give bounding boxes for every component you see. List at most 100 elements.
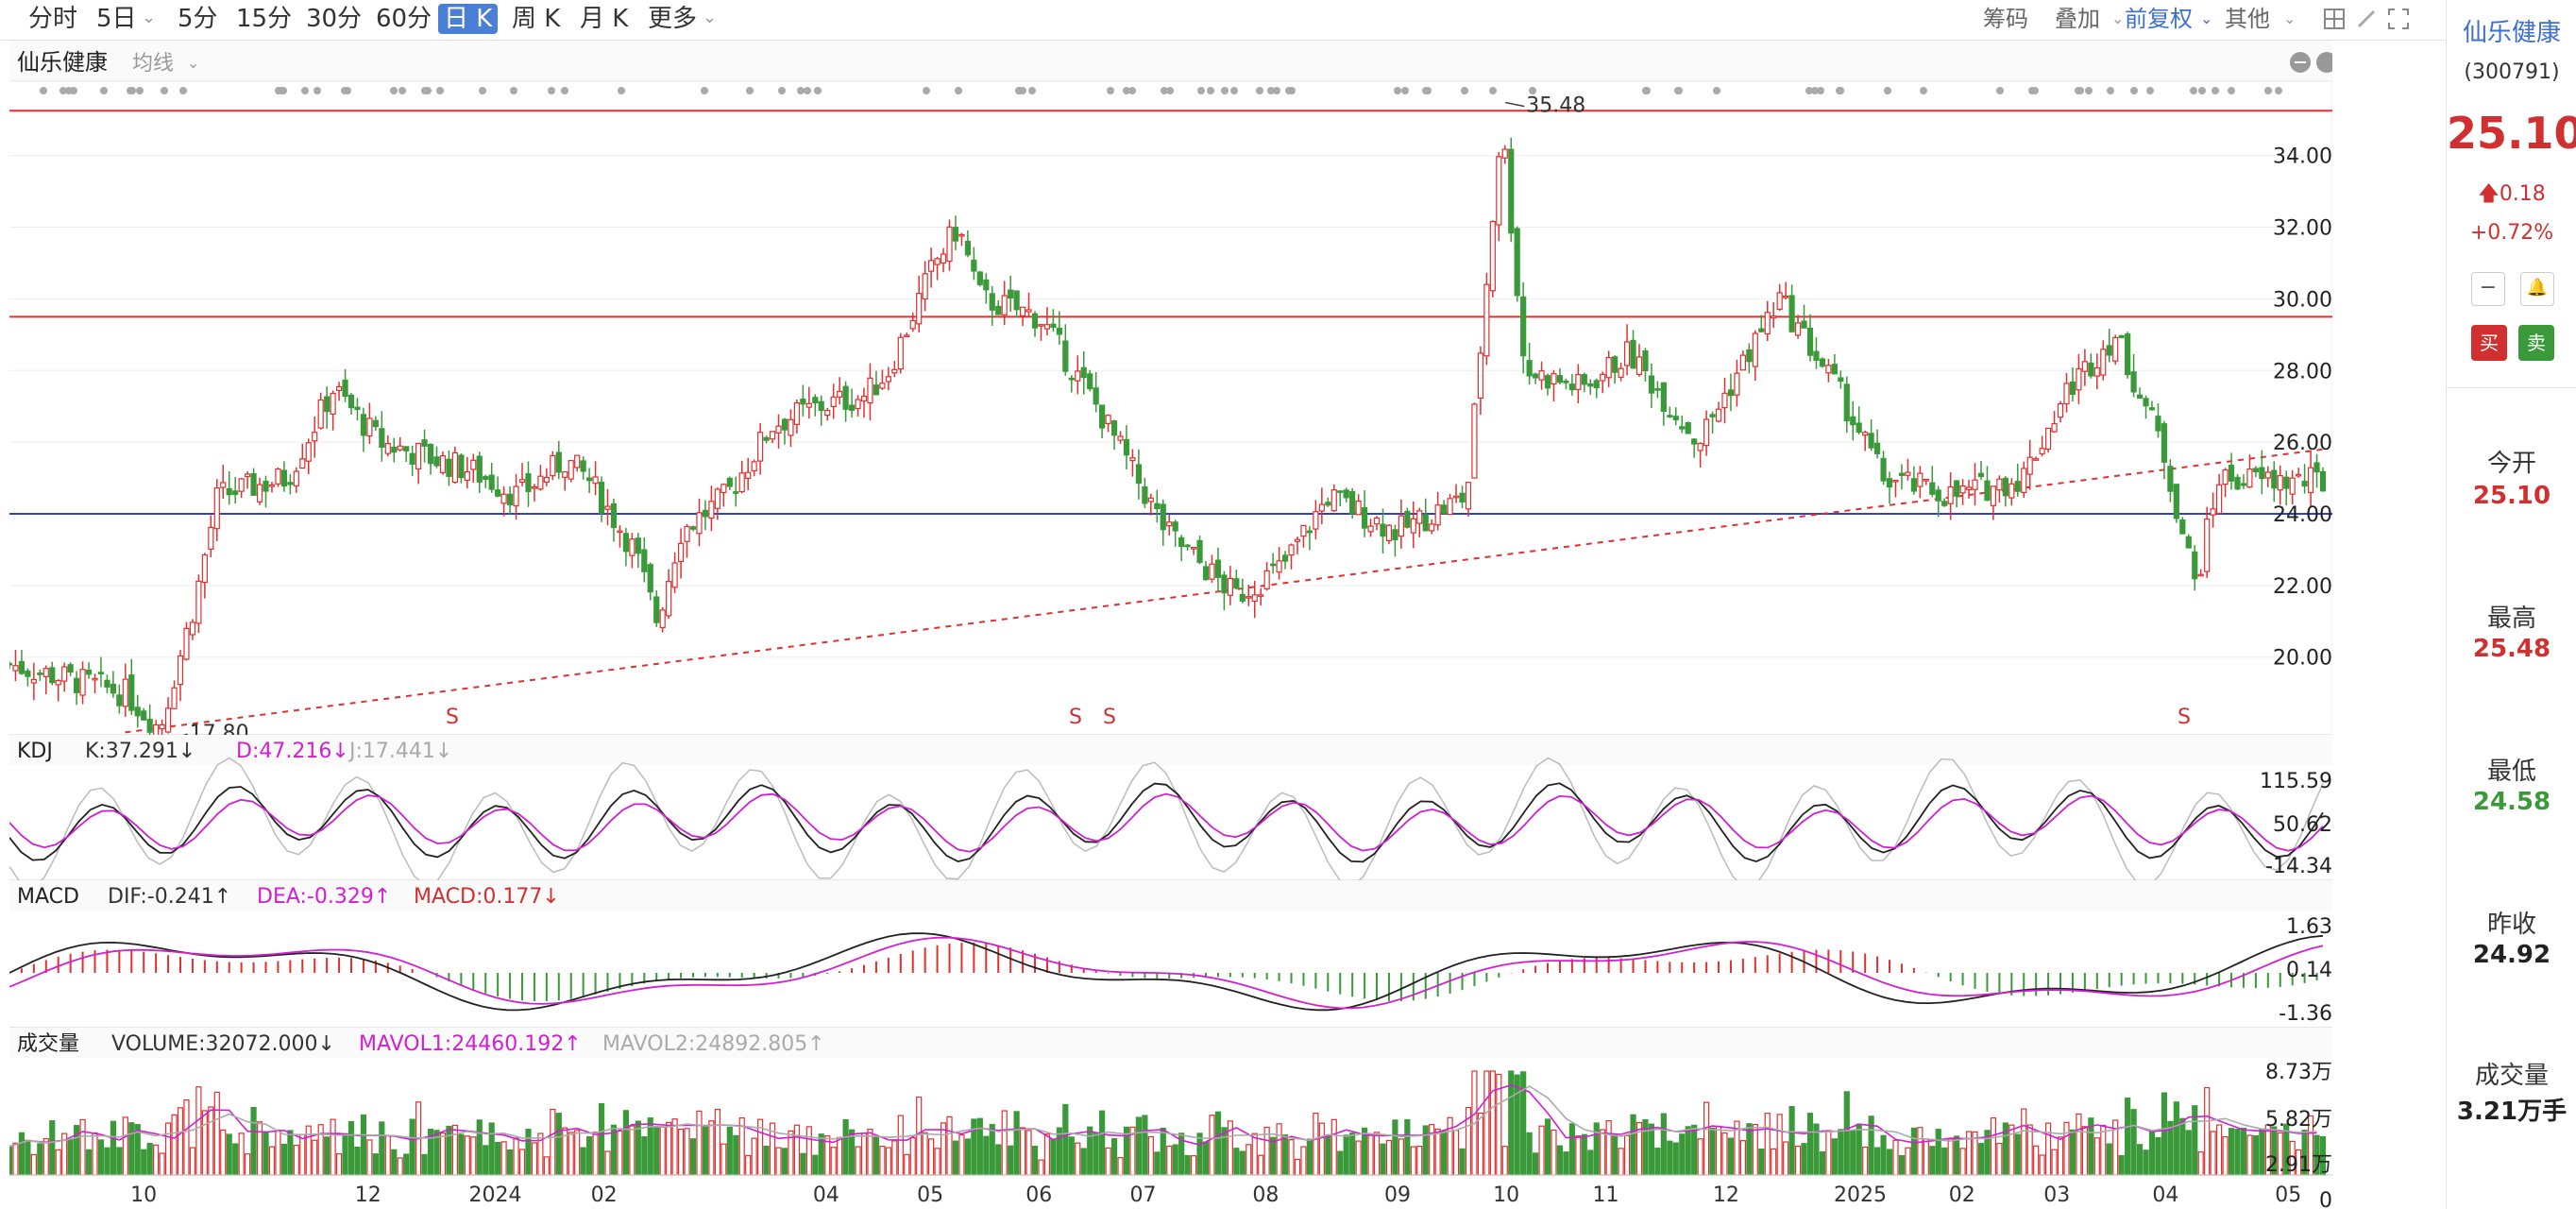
candle-body: [1276, 560, 1282, 573]
kdj-tick: 50.62: [2273, 813, 2332, 837]
candle-body: [256, 484, 263, 502]
volume-bar: [2008, 1124, 2015, 1176]
sell-button[interactable]: 卖: [2518, 325, 2554, 361]
candle-body: [659, 609, 666, 629]
volume-bar: [1416, 1146, 1423, 1176]
grid-layout-icon[interactable]: [2323, 8, 2346, 30]
candle-body: [171, 687, 178, 709]
volume-bar: [1056, 1127, 1062, 1176]
volume-bar: [2130, 1109, 2137, 1176]
candle-body: [293, 470, 299, 486]
chevron-down-icon[interactable]: ⌄: [2111, 9, 2125, 27]
buy-button[interactable]: 买: [2471, 325, 2507, 361]
candle-body: [2118, 334, 2125, 339]
candle-body: [1898, 472, 1906, 476]
candle-body: [995, 305, 1002, 315]
ma-selector[interactable]: 均线: [132, 52, 174, 76]
candle-body: [1771, 315, 1777, 319]
volume-bar: [1410, 1146, 1416, 1176]
volume-bar: [1556, 1145, 1564, 1176]
kline-chart[interactable]: 仙乐健康 均线 ⌄ 34.00 32.00 30.00 28.00 26.00 24.00…: [9, 42, 2332, 1209]
candle-body: [25, 670, 31, 677]
more-menu[interactable]: 更多: [648, 5, 698, 33]
candle-body: [79, 669, 86, 696]
adjust-menu[interactable]: 前复权: [2125, 6, 2193, 32]
chevron-down-icon[interactable]: ⌄: [703, 8, 718, 27]
candle-body: [1783, 295, 1789, 298]
candle-body: [116, 694, 123, 707]
draw-pen-icon[interactable]: [2355, 8, 2378, 30]
volume-bar: [2014, 1133, 2021, 1176]
volume-bar: [1752, 1123, 1758, 1176]
tab-15min[interactable]: 15分: [236, 5, 293, 33]
candle-body: [1648, 375, 1655, 394]
candle-body: [1514, 228, 1520, 297]
stock-name[interactable]: 仙乐健康: [2462, 19, 2561, 47]
candle-body: [1856, 422, 1862, 434]
kdj-tick: 115.59: [2260, 770, 2332, 793]
volume-bar: [2216, 1124, 2223, 1176]
volume-bar: [1947, 1138, 1954, 1176]
candle-body: [1477, 352, 1484, 400]
volume-bar: [1514, 1074, 1520, 1176]
candle-body: [1697, 442, 1703, 451]
candle-body: [1721, 392, 1728, 409]
remove-watch-button[interactable]: −: [2471, 272, 2505, 306]
chevron-down-icon[interactable]: ⌄: [2283, 9, 2296, 27]
candle-body: [104, 679, 110, 688]
volume-bar: [1654, 1148, 1661, 1176]
overlay-menu[interactable]: 叠加: [2055, 6, 2100, 32]
volume-bar: [1575, 1135, 1582, 1176]
candle-body: [12, 665, 19, 672]
event-dot: [1713, 87, 1720, 94]
candle-body: [1147, 497, 1154, 502]
price-change: 🡅0.18: [2478, 182, 2546, 206]
candle-body: [1679, 426, 1686, 430]
volume-bar: [2222, 1135, 2229, 1176]
candle-body: [1843, 383, 1850, 422]
volume-bar: [580, 1147, 586, 1176]
candle-body: [1355, 500, 1362, 516]
date-tick: 10: [130, 1183, 157, 1207]
candle-body: [518, 479, 526, 484]
volume-bar: [751, 1137, 757, 1176]
volume-bar: [555, 1113, 562, 1176]
tab-30min[interactable]: 30分: [306, 5, 363, 33]
event-dot: [2075, 87, 2082, 94]
volume-bar: [232, 1143, 239, 1176]
volume-bar: [928, 1138, 935, 1176]
tab-daily-k[interactable]: 日 K: [438, 4, 499, 34]
tab-intraday[interactable]: 分时: [28, 5, 78, 33]
volume-bar: [2143, 1149, 2149, 1176]
tab-5min[interactable]: 5分: [178, 5, 218, 33]
add-indicator-icon[interactable]: [2316, 52, 2332, 73]
chip-button[interactable]: 筹码: [1983, 6, 2028, 32]
volume-bar: [812, 1154, 819, 1176]
volume-bar: [476, 1119, 483, 1176]
event-dot: [1128, 87, 1136, 94]
tab-weekly-k[interactable]: 周 K: [512, 5, 561, 33]
candle-body: [2106, 345, 2112, 356]
chevron-down-icon[interactable]: ⌄: [187, 54, 199, 72]
volume-bar: [171, 1114, 178, 1176]
event-dot: [1920, 87, 1927, 94]
candle-body: [312, 432, 318, 442]
volume-bar: [1142, 1115, 1148, 1176]
candle-body: [275, 468, 281, 485]
tab-60min[interactable]: 60分: [376, 5, 432, 33]
volume-bar: [159, 1152, 165, 1176]
volume-bar: [116, 1147, 123, 1176]
other-menu[interactable]: 其他: [2225, 6, 2270, 32]
candle-body: [2307, 467, 2314, 494]
chevron-down-icon[interactable]: ⌄: [142, 8, 157, 27]
chevron-down-icon[interactable]: ⌄: [2200, 9, 2213, 27]
tab-5day[interactable]: 5日: [96, 5, 137, 33]
volume-bar: [1050, 1138, 1057, 1176]
candle-body: [1410, 518, 1416, 534]
fullscreen-icon[interactable]: [2387, 8, 2410, 30]
tab-monthly-k[interactable]: 月 K: [580, 5, 629, 33]
alert-bell-icon[interactable]: 🔔: [2520, 272, 2554, 306]
macd-tick: 1.63: [2286, 915, 2332, 939]
volume-bar: [1825, 1130, 1832, 1176]
volume-bar: [2161, 1092, 2168, 1176]
